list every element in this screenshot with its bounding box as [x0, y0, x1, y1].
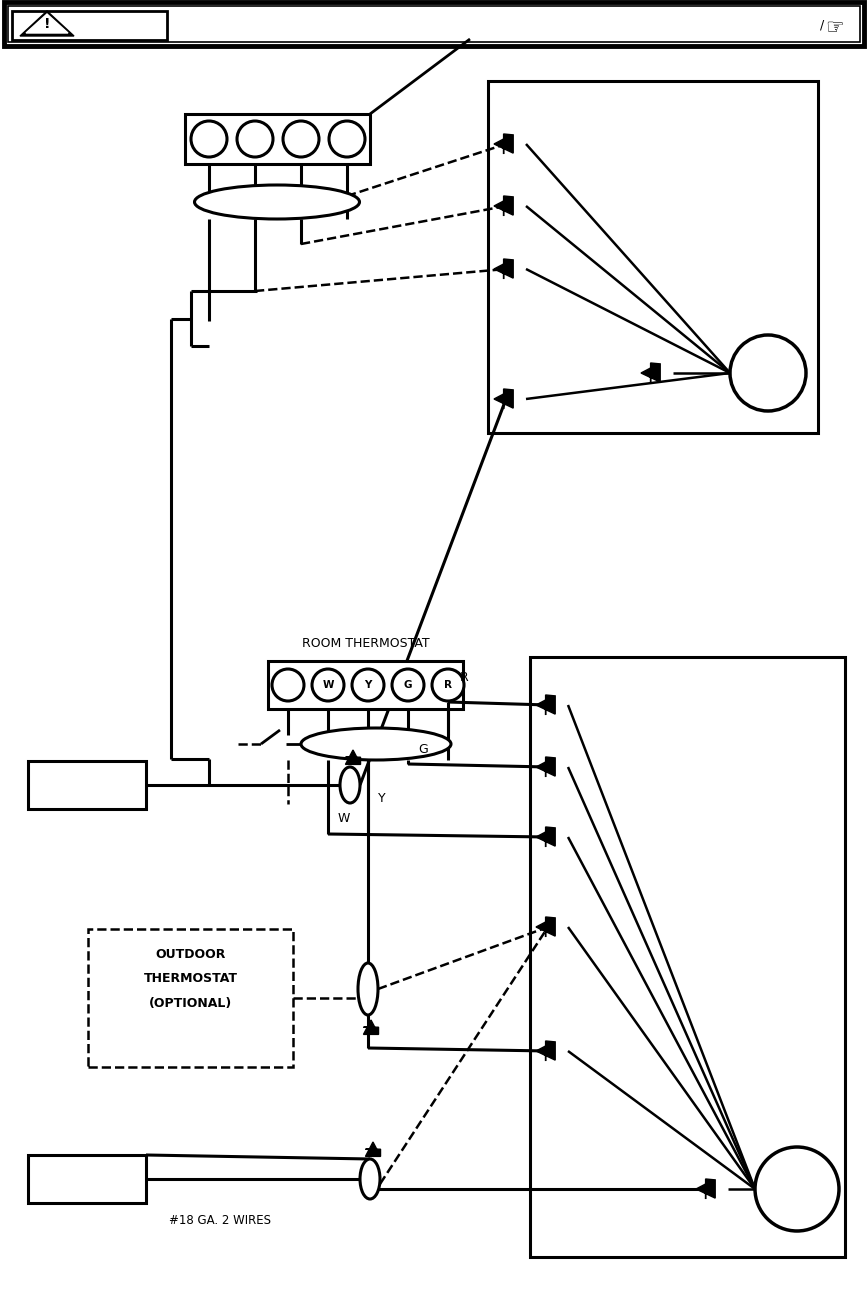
Polygon shape: [696, 1179, 715, 1199]
Polygon shape: [494, 134, 513, 155]
Polygon shape: [536, 1040, 556, 1061]
Text: (OPTIONAL): (OPTIONAL): [149, 998, 232, 1011]
Circle shape: [237, 121, 273, 157]
Text: THERMOSTAT: THERMOSTAT: [143, 973, 238, 986]
Bar: [88, 929, 293, 1066]
Ellipse shape: [340, 766, 360, 803]
Text: W: W: [338, 812, 351, 825]
Circle shape: [352, 669, 384, 701]
Bar: [12, 10, 167, 40]
Circle shape: [312, 669, 344, 701]
Polygon shape: [365, 1142, 380, 1156]
Ellipse shape: [358, 963, 378, 1015]
Text: Y: Y: [365, 679, 372, 690]
Bar: [185, 114, 370, 164]
Text: /: /: [820, 18, 824, 31]
Text: R: R: [460, 670, 469, 683]
Ellipse shape: [301, 727, 451, 760]
Bar: [28, 761, 146, 809]
Circle shape: [283, 121, 319, 157]
Polygon shape: [345, 750, 360, 764]
Text: G: G: [404, 679, 412, 690]
Text: W: W: [322, 679, 334, 690]
Polygon shape: [494, 259, 513, 279]
Polygon shape: [536, 827, 556, 847]
Circle shape: [191, 121, 227, 157]
Bar: [530, 657, 845, 1257]
Text: !: !: [43, 17, 50, 31]
Polygon shape: [641, 362, 661, 383]
Text: OUTDOOR: OUTDOOR: [155, 947, 226, 960]
Bar: [8, 6, 860, 42]
Text: ☞: ☞: [825, 18, 845, 38]
Text: Y: Y: [378, 792, 385, 805]
Text: R: R: [444, 679, 452, 690]
Circle shape: [755, 1147, 839, 1231]
Polygon shape: [494, 388, 513, 409]
Circle shape: [432, 669, 464, 701]
Bar: [268, 661, 463, 709]
Text: G: G: [418, 743, 428, 756]
Circle shape: [329, 121, 365, 157]
Polygon shape: [494, 196, 513, 216]
Bar: [488, 81, 818, 433]
Text: #18 GA. 2 WIRES: #18 GA. 2 WIRES: [169, 1215, 271, 1228]
Ellipse shape: [194, 184, 359, 220]
Polygon shape: [364, 1020, 378, 1034]
Polygon shape: [536, 695, 556, 714]
Circle shape: [730, 335, 806, 410]
Circle shape: [392, 669, 424, 701]
Polygon shape: [536, 917, 556, 937]
Bar: [28, 1155, 146, 1203]
Polygon shape: [536, 757, 556, 777]
Circle shape: [272, 669, 304, 701]
Bar: [4, 3, 864, 45]
Polygon shape: [20, 10, 74, 36]
Polygon shape: [26, 14, 68, 32]
Text: ROOM THERMOSTAT: ROOM THERMOSTAT: [302, 637, 430, 650]
Ellipse shape: [360, 1159, 380, 1199]
